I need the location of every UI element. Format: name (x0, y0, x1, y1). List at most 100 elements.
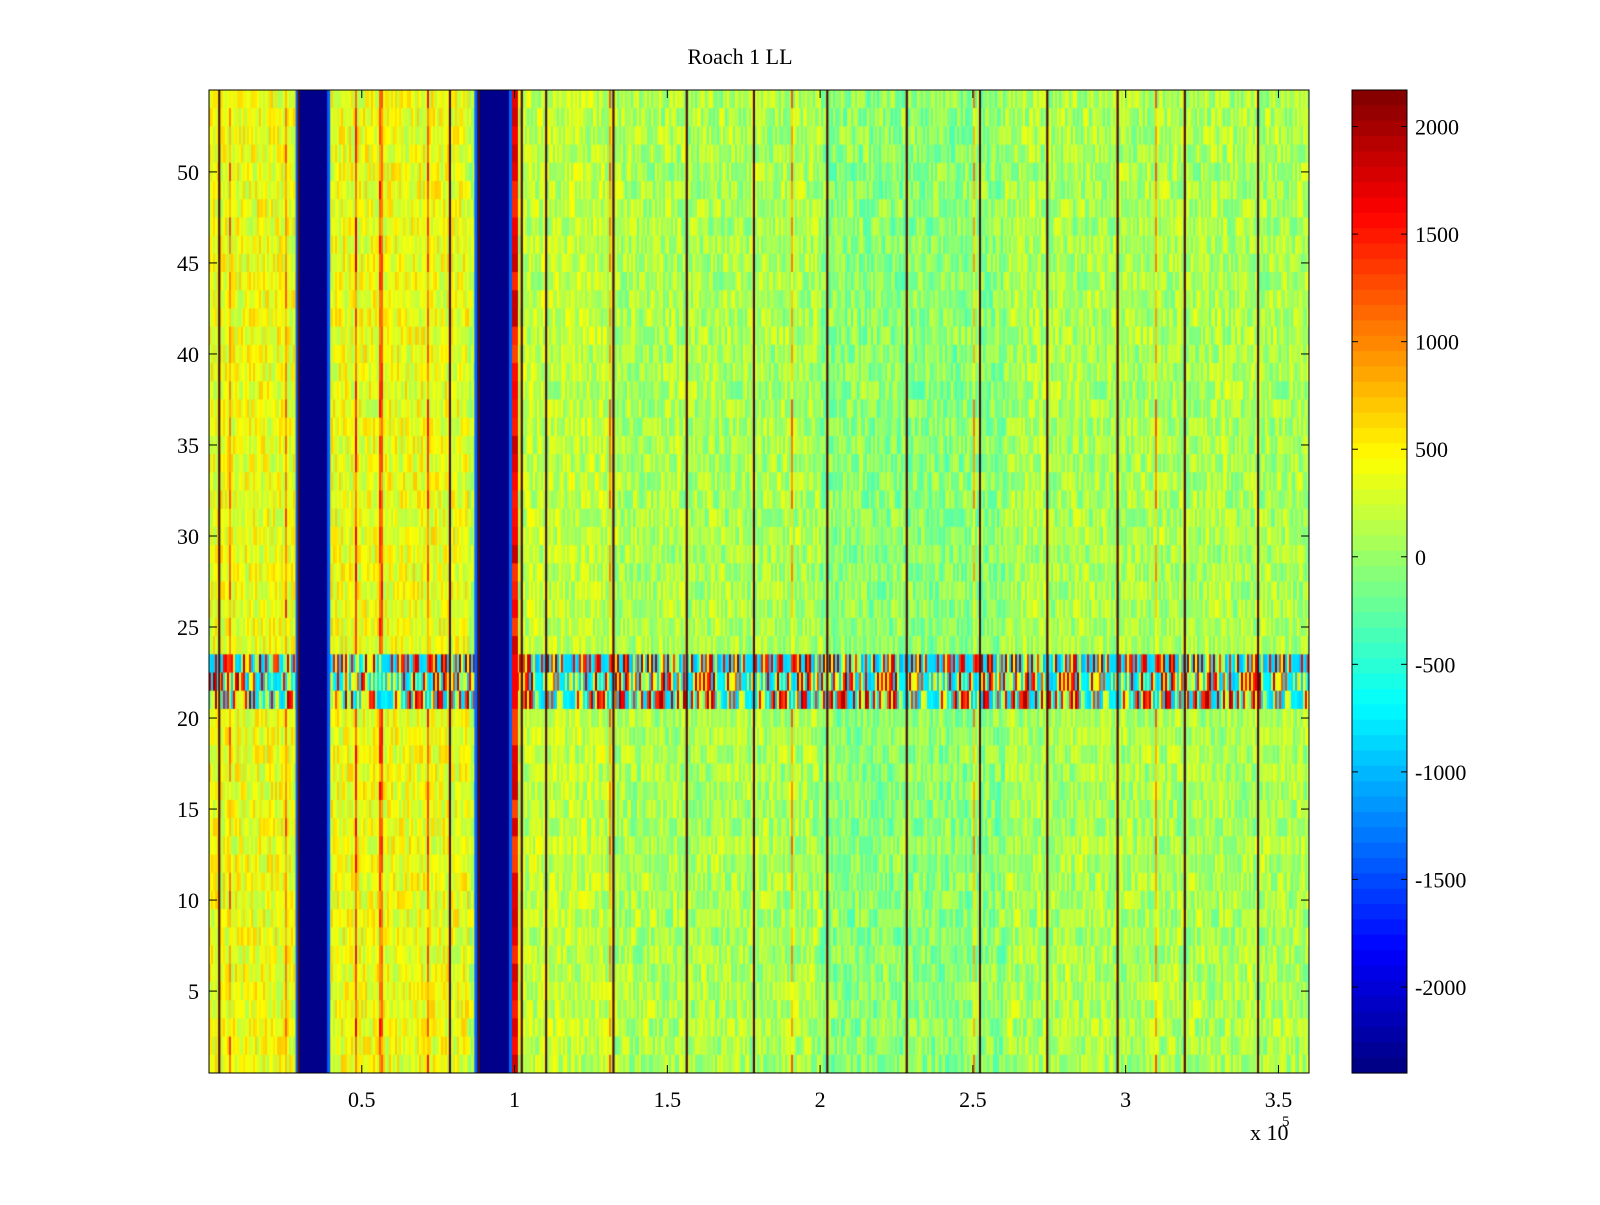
colorbar-step (1352, 381, 1407, 398)
x-tick-label: 3 (1120, 1087, 1131, 1112)
colorbar-step (1352, 735, 1407, 752)
colorbar-step (1352, 888, 1407, 905)
heatmap-cells (209, 90, 1309, 1073)
colorbar-step (1352, 765, 1407, 782)
colorbar-step (1352, 965, 1407, 982)
colorbar-tick-label: 2000 (1415, 115, 1459, 140)
heatmap-plot-area (209, 90, 1309, 1073)
colorbar-step (1352, 581, 1407, 598)
colorbar-step (1352, 335, 1407, 352)
x-tick-label: 2.5 (959, 1087, 987, 1112)
colorbar-step (1352, 243, 1407, 260)
colorbar-step (1352, 397, 1407, 414)
colorbar-step (1352, 197, 1407, 214)
colorbar-step (1352, 305, 1407, 321)
colorbar-step (1352, 673, 1407, 690)
colorbar-step (1352, 90, 1407, 106)
x-tick-label: 3.5 (1265, 1087, 1293, 1112)
colorbar-step (1352, 996, 1407, 1013)
colorbar-step (1352, 489, 1407, 506)
colorbar-step (1352, 627, 1407, 644)
colorbar-step (1352, 612, 1407, 629)
colorbar-step (1352, 796, 1407, 813)
colorbar-step (1352, 535, 1407, 552)
colorbar-step (1352, 689, 1407, 705)
colorbar-step (1352, 857, 1407, 874)
y-tick-label: 30 (177, 524, 199, 549)
colorbar-step (1352, 212, 1407, 229)
colorbar-step (1352, 596, 1407, 613)
colorbar-step (1352, 166, 1407, 183)
colorbar-tick-label: -1000 (1415, 760, 1466, 785)
x-tick-label: 1 (509, 1087, 520, 1112)
colorbar-tick-label: -500 (1415, 652, 1455, 677)
axes: 0.5 1 1.5 2 2.5 3 3.5 5 10 15 20 25 30 35 40 45 50 (177, 89, 1310, 1112)
plot-frame (208, 89, 1310, 1074)
colorbar-step (1352, 274, 1407, 291)
colorbar-step (1352, 719, 1407, 736)
colorbar-step (1352, 950, 1407, 967)
colorbar-step (1352, 520, 1407, 537)
colorbar-step (1352, 228, 1407, 245)
colorbar-step (1352, 550, 1407, 567)
colorbar-step (1352, 811, 1407, 828)
colorbar-step (1352, 120, 1407, 137)
colorbar-step (1352, 658, 1407, 675)
chart-title: Roach 1 LL (687, 44, 792, 69)
colorbar-step (1352, 182, 1407, 199)
colorbar-step (1352, 136, 1407, 153)
colorbar-step (1352, 642, 1407, 659)
colorbar-step (1352, 904, 1407, 921)
y-tick-label: 10 (177, 888, 199, 913)
colorbar-step (1352, 1057, 1407, 1074)
colorbar-step (1352, 919, 1407, 936)
colorbar-step (1352, 827, 1407, 844)
colorbar-step (1352, 443, 1407, 460)
colorbar-step (1352, 781, 1407, 798)
x-tick-label: 0.5 (348, 1087, 376, 1112)
colorbar-tick-label: 500 (1415, 437, 1448, 462)
colorbar-step (1352, 504, 1407, 521)
colorbar-step (1352, 1011, 1407, 1028)
colorbar-step (1352, 980, 1407, 997)
colorbar-step (1352, 151, 1407, 168)
y-tick-label: 40 (177, 342, 199, 367)
colorbar-step (1352, 412, 1407, 429)
colorbar-step (1352, 1026, 1407, 1043)
x-tick-label: 2 (815, 1087, 826, 1112)
colorbar-step (1352, 473, 1407, 490)
colorbar-step (1352, 320, 1407, 337)
colorbar-tick-label: -2000 (1415, 975, 1466, 1000)
colorbar-step (1352, 704, 1407, 721)
colorbar-step (1352, 934, 1407, 951)
x-exponent-label: x 10 (1250, 1120, 1289, 1145)
colorbar-step (1352, 842, 1407, 859)
colorbar-step (1352, 258, 1407, 275)
colorbar-step (1352, 566, 1407, 583)
y-tick-label: 5 (188, 979, 199, 1004)
y-tick-label: 45 (177, 251, 199, 276)
colorbar-frame (1351, 89, 1408, 1074)
y-tick-label: 50 (177, 160, 199, 185)
colorbar-step (1352, 750, 1407, 767)
colorbar-step (1352, 1042, 1407, 1059)
colorbar-step (1352, 351, 1407, 368)
colorbar-step (1352, 289, 1407, 306)
y-tick-label: 35 (177, 433, 199, 458)
x-exponent-power: 5 (1282, 1114, 1290, 1130)
colorbar-tick-label: -1500 (1415, 867, 1466, 892)
colorbar-step (1352, 873, 1407, 890)
colorbar-step (1352, 458, 1407, 475)
colorbar-step (1352, 105, 1407, 122)
x-tick-label: 1.5 (654, 1087, 682, 1112)
colorbar: 2000 1500 1000 500 0 -500 -1000 -1500 -2000 (1351, 89, 1466, 1074)
y-tick-label: 25 (177, 615, 199, 640)
y-tick-label: 15 (177, 797, 199, 822)
colorbar-step (1352, 427, 1407, 444)
colorbar-tick-label: 0 (1415, 545, 1426, 570)
colorbar-tick-label: 1000 (1415, 330, 1459, 355)
colorbar-step (1352, 366, 1407, 383)
y-tick-label: 20 (177, 706, 199, 731)
